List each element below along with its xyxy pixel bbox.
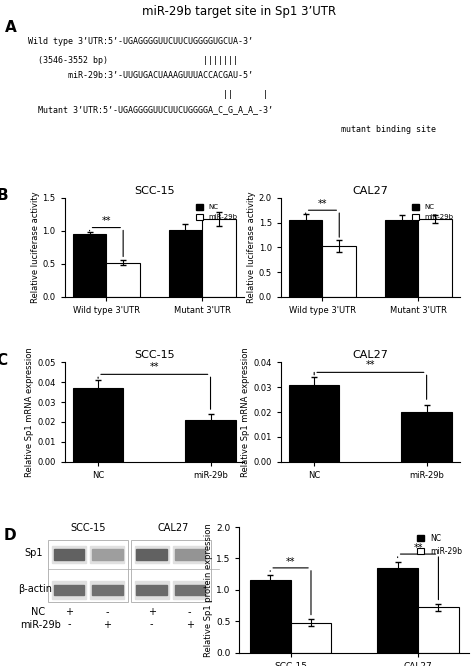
Bar	[135, 581, 169, 599]
Title: CAL27: CAL27	[353, 350, 388, 360]
Text: CAL27: CAL27	[157, 523, 189, 533]
Y-axis label: Relative luciferase activity: Relative luciferase activity	[31, 192, 40, 303]
Y-axis label: Relative Sp1 protein expression: Relative Sp1 protein expression	[204, 523, 213, 657]
Text: **: **	[318, 199, 327, 209]
Bar	[137, 549, 167, 560]
Bar	[130, 539, 211, 603]
Legend: NC, miR-29b: NC, miR-29b	[414, 531, 465, 559]
Bar	[250, 581, 291, 653]
Text: -: -	[150, 619, 154, 629]
Text: Wild type 3’UTR:5’-UGAGGGGUUCUUCUGGGGUGCUA-3’: Wild type 3’UTR:5’-UGAGGGGUUCUUCUGGGGUGC…	[28, 37, 253, 46]
Legend: NC, miR-29b: NC, miR-29b	[410, 201, 456, 223]
Text: miR-29b target site in Sp1 3’UTR: miR-29b target site in Sp1 3’UTR	[142, 5, 337, 18]
Text: **: **	[101, 216, 111, 226]
Title: SCC-15: SCC-15	[134, 186, 174, 196]
Bar	[418, 607, 459, 653]
Bar	[92, 549, 122, 560]
Text: A: A	[5, 20, 17, 35]
Bar	[202, 219, 236, 297]
Bar	[419, 218, 452, 297]
Text: NC: NC	[31, 607, 45, 617]
Text: +: +	[148, 607, 155, 617]
Text: mutant binding site: mutant binding site	[216, 125, 437, 133]
Bar	[174, 549, 205, 560]
Bar	[173, 581, 207, 599]
Text: B: B	[0, 188, 8, 203]
Text: miR-29b: miR-29b	[20, 619, 62, 629]
Text: D: D	[4, 528, 16, 543]
Bar	[322, 246, 356, 297]
Bar	[385, 220, 419, 297]
Bar	[52, 546, 86, 563]
Text: C: C	[0, 352, 8, 368]
Legend: NC, miR-29b: NC, miR-29b	[193, 201, 240, 223]
Bar	[173, 546, 207, 563]
Text: **: **	[150, 362, 159, 372]
Text: +: +	[186, 619, 194, 629]
Y-axis label: Relative luciferase activity: Relative luciferase activity	[247, 192, 256, 303]
Title: CAL27: CAL27	[353, 186, 388, 196]
Text: Sp1: Sp1	[25, 548, 43, 559]
Bar	[91, 581, 124, 599]
Bar	[291, 623, 331, 653]
Text: +: +	[65, 607, 73, 617]
Y-axis label: Relative Sp1 mRNA expression: Relative Sp1 mRNA expression	[25, 347, 34, 477]
Bar	[377, 568, 418, 653]
Bar	[92, 585, 122, 595]
Bar	[54, 549, 84, 560]
Title: SCC-15: SCC-15	[134, 350, 174, 360]
Bar	[174, 585, 205, 595]
Bar	[91, 546, 124, 563]
Text: β-actin: β-actin	[18, 583, 53, 593]
Bar	[401, 412, 452, 462]
Text: ||      |: || |	[28, 90, 268, 99]
Text: -: -	[188, 607, 191, 617]
Y-axis label: Relative Sp1 mRNA expression: Relative Sp1 mRNA expression	[241, 347, 250, 477]
Bar	[185, 420, 236, 462]
Text: (3546-3552 bp)                   |||||||: (3546-3552 bp) |||||||	[28, 56, 238, 65]
Bar	[137, 585, 167, 595]
Text: miR-29b:3’-UUGUGACUAAAGUUUACCACGAU-5’: miR-29b:3’-UUGUGACUAAAGUUUACCACGAU-5’	[28, 71, 253, 79]
Bar	[169, 230, 202, 297]
Bar	[289, 220, 322, 297]
Bar	[289, 385, 339, 462]
Bar	[54, 585, 84, 595]
Text: Mutant 3’UTR:5’-UGAGGGGUUCUUCUGGGGA̲C̲G̲A̲A̲-3’: Mutant 3’UTR:5’-UGAGGGGUUCUUCUGGGGA̲C̲G̲…	[28, 105, 273, 115]
Bar	[52, 581, 86, 599]
Text: **: **	[413, 543, 423, 553]
Bar	[73, 234, 106, 297]
Text: **: **	[365, 360, 375, 370]
Bar	[73, 388, 123, 462]
Text: -: -	[106, 607, 109, 617]
Bar	[48, 539, 128, 603]
Bar	[106, 262, 140, 297]
Text: **: **	[286, 557, 295, 567]
Text: SCC-15: SCC-15	[71, 523, 106, 533]
Text: -: -	[67, 619, 71, 629]
Bar	[135, 546, 169, 563]
Text: +: +	[103, 619, 111, 629]
